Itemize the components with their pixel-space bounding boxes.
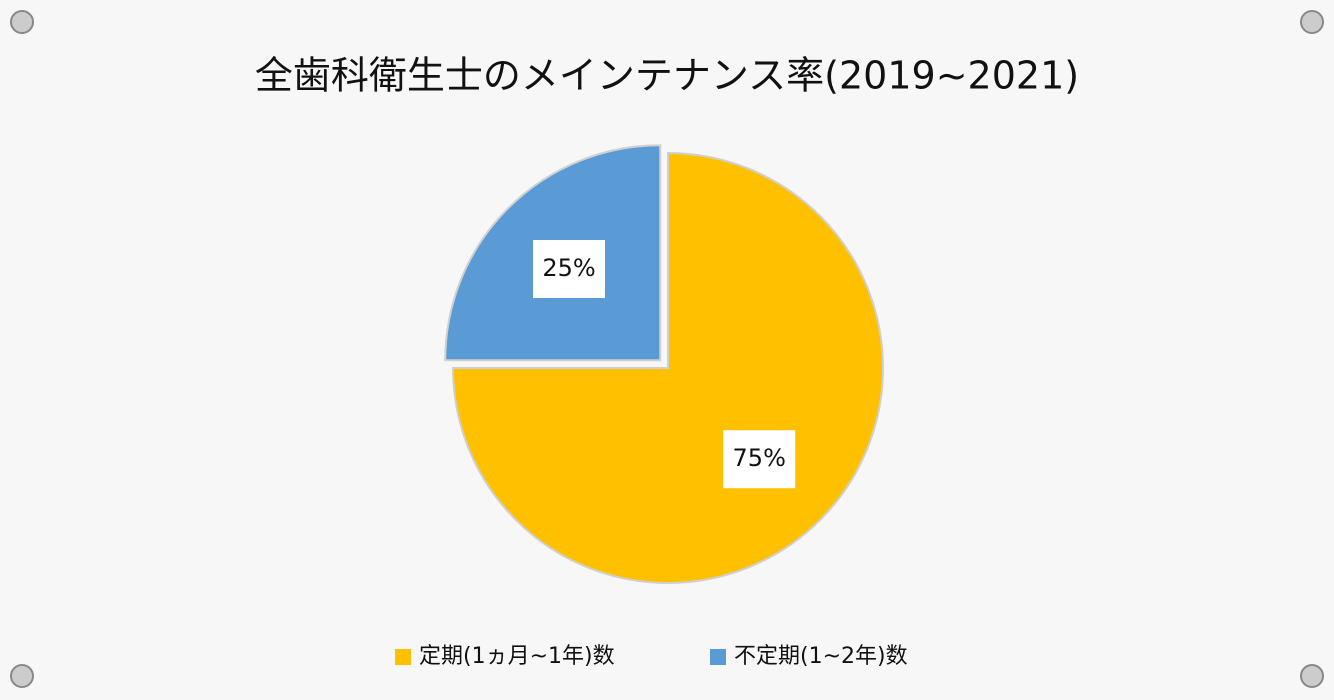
- legend-label: 定期(1ヵ月~1年)数: [419, 644, 615, 669]
- legend-swatch: [710, 649, 726, 665]
- data-label: 25%: [542, 254, 595, 282]
- pin: [1300, 10, 1324, 34]
- pin: [10, 664, 34, 688]
- pin: [1300, 664, 1324, 688]
- data-label: 75%: [733, 444, 786, 472]
- chart-title: 全歯科衛生士のメインテナンス率(2019~2021): [255, 54, 1079, 98]
- label-box: [723, 430, 796, 489]
- legend-swatch: [395, 649, 411, 665]
- pin: [10, 10, 34, 34]
- label-box: [533, 240, 606, 299]
- pins: [10, 10, 1324, 688]
- legend-label: 不定期(1~2年)数: [734, 644, 908, 669]
